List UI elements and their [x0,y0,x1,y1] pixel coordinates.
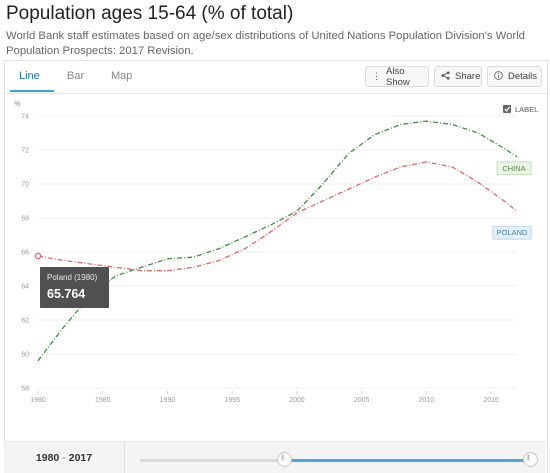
x-tick-label: 1985 [95,397,111,404]
y-tick-label: 58 [21,386,29,393]
y-tick-label: 68 [21,216,29,223]
chart-tabs: Line Bar Map ⋮ Also Show Share Details [5,61,547,94]
chart-panel: Line Bar Map ⋮ Also Show Share Details %… [4,60,548,473]
year-slider-start-handle[interactable] [277,452,293,467]
hovered-data-point [34,252,42,260]
info-icon [494,71,503,82]
share-label: Share [455,71,481,82]
series-line-poland [37,161,518,272]
x-tick-label: 2010 [419,397,435,404]
more-vertical-icon: ⋮ [372,71,381,81]
tooltip-title: Poland (1980) [47,273,98,282]
series-end-label-box-poland [492,225,532,240]
x-tick-label: 1980 [30,397,46,404]
also-show-button[interactable]: ⋮ Also Show [365,65,429,88]
tab-bar[interactable]: Bar [67,70,85,82]
y-tick-label: 72 [21,148,29,155]
also-show-label: Also Show [386,65,410,88]
checkmark-icon [504,106,511,112]
range-end: 2017 [68,451,93,464]
year-range-bar: 1980 - 2017 [4,441,546,473]
y-tick-label: 64 [21,284,29,291]
x-tick-label: 2000 [289,397,305,404]
year-range-label: 1980 - 2017 [4,442,125,473]
page-subtitle: World Bank staff estimates based on age/… [6,30,525,57]
y-tick-label: 60 [21,352,29,359]
tooltip-value: 65.764 [47,287,85,301]
series-end-label-box-china [496,161,532,176]
y-axis-label: % [14,99,21,108]
series-line-china [37,120,518,362]
range-start: 1980 [35,451,60,464]
y-tick-label: 74 [21,114,29,121]
page-title: Population ages 15-64 (% of total) [6,3,294,24]
tab-map[interactable]: Map [111,70,133,82]
details-label: Details [508,71,538,82]
x-tick-label: 2015 [483,397,499,404]
label-toggle[interactable]: LABEL [503,105,538,114]
tab-line[interactable]: Line [19,70,40,82]
series-end-label-poland: POLAND [497,228,528,237]
year-slider-fill [284,459,530,462]
line-chart: % 58 60 62 64 66 68 70 72 74 1980 1985 1990 1995 2000 2… [14,99,538,404]
tooltip: Poland (1980) 65.764 [40,267,109,309]
x-tick-label: 2005 [354,397,370,404]
series-end-label-china: CHINA [502,164,525,173]
y-tick-label: 62 [21,318,29,325]
label-toggle-text: LABEL [515,105,538,114]
y-tick-label: 70 [21,182,29,189]
share-button[interactable]: Share [434,66,482,87]
x-tick-label: 1995 [224,397,240,404]
active-tab-indicator [10,90,54,92]
x-tick-label: 1990 [160,397,176,404]
y-tick-label: 66 [21,250,29,257]
share-icon [441,71,450,82]
year-slider-end-handle[interactable] [523,452,538,467]
tooltip-box [40,267,109,309]
label-checkbox [503,105,511,113]
details-button[interactable]: Details [487,66,542,87]
range-dash: - [62,451,66,464]
